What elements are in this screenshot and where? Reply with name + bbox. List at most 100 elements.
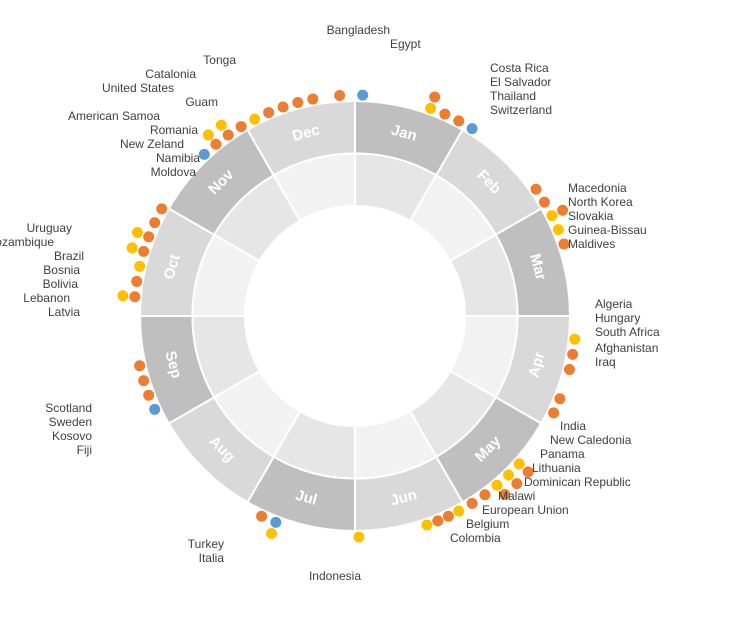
country-label-panama: Panama xyxy=(540,447,585,461)
dot-south-africa xyxy=(564,364,575,375)
dot-el-salvador xyxy=(439,109,450,120)
dot-turkey xyxy=(270,517,281,528)
dot-macedonia xyxy=(531,184,542,195)
country-label-afghanistan: Afghanistan xyxy=(595,341,658,355)
country-label-bosnia: Bosnia xyxy=(43,263,80,277)
dot-turkey xyxy=(266,528,277,539)
country-label-dominican-republic: Dominican Republic xyxy=(524,475,631,489)
country-label-thailand: Thailand xyxy=(490,89,536,103)
dot-bolivia xyxy=(143,231,154,242)
dot-afghanistan xyxy=(554,393,565,404)
dot-new-zeland xyxy=(278,102,289,113)
dot-european-union xyxy=(443,511,454,522)
country-label-tonga: Tonga xyxy=(203,53,236,67)
country-label-scotland: Scotland xyxy=(45,401,92,415)
dot-latvia xyxy=(156,203,167,214)
dot-costa-rica xyxy=(429,92,440,103)
dot-lebanon xyxy=(149,217,160,228)
dot-united-states xyxy=(216,120,227,131)
country-label-bangladesh: Bangladesh xyxy=(327,23,390,37)
country-label-switzerland: Switzerland xyxy=(490,103,552,117)
dot-fiji xyxy=(134,360,145,371)
country-label-macedonia: Macedonia xyxy=(568,181,627,195)
dot-new-caledonia xyxy=(511,478,522,489)
dot-uruguay xyxy=(117,290,128,301)
dot-kosovo xyxy=(138,375,149,386)
country-label-south-africa: South Africa xyxy=(595,325,660,339)
country-label-sweden: Sweden xyxy=(49,415,92,429)
country-label-lebanon: Lebanon xyxy=(23,291,70,305)
dot-italia xyxy=(256,511,267,522)
dot-colombia xyxy=(421,519,432,530)
country-label-uruguay: Uruguay xyxy=(27,221,72,235)
dot-bosnia xyxy=(138,246,149,257)
country-label-united-states: United States xyxy=(102,81,174,95)
country-label-india: India xyxy=(560,419,586,433)
dot-iraq xyxy=(548,407,559,418)
dot-bangladesh xyxy=(334,90,345,101)
dot-scotland xyxy=(149,404,160,415)
country-label-namibia: Namibia xyxy=(156,151,200,165)
dot-costa-rica xyxy=(425,103,436,114)
country-label-algeria: Algeria xyxy=(595,297,633,311)
dot-thailand xyxy=(453,115,464,126)
dot-uruguay xyxy=(129,291,140,302)
country-label-new-zeland: New Zeland xyxy=(120,137,184,151)
country-label-el-salvador: El Salvador xyxy=(490,75,551,89)
dot-dominican-republic xyxy=(467,498,478,509)
dot-united-states xyxy=(223,129,234,140)
dot-new-caledonia xyxy=(503,469,514,480)
dot-catalonia xyxy=(210,139,221,150)
country-label-costa-rica: Costa Rica xyxy=(490,61,549,75)
country-label-hungary: Hungary xyxy=(595,311,640,325)
dot-sweden xyxy=(143,390,154,401)
dot-guam xyxy=(236,121,247,132)
country-label-indonesia: Indonesia xyxy=(309,569,361,583)
dot-lithuania xyxy=(479,489,490,500)
dot-switzerland xyxy=(467,123,478,134)
dot-tonga xyxy=(199,149,210,160)
dot-malawi xyxy=(453,506,464,517)
dot-bosnia xyxy=(127,242,138,253)
country-label-guam: Guam xyxy=(185,95,218,109)
country-label-mozambique: Mozambique xyxy=(0,235,54,249)
dot-belgium xyxy=(432,515,443,526)
country-label-american-samoa: American Samoa xyxy=(68,109,160,123)
dot-catalonia xyxy=(203,129,214,140)
country-label-iraq: Iraq xyxy=(595,355,616,369)
country-label-egypt: Egypt xyxy=(390,37,421,51)
dot-north-korea xyxy=(539,197,550,208)
country-label-bolivia: Bolivia xyxy=(43,277,79,291)
dot-namibia xyxy=(292,97,303,108)
country-label-lithuania: Lithuania xyxy=(532,461,581,475)
country-label-malawi: Malawi xyxy=(498,489,535,503)
country-label-new-caledonia: New Caledonia xyxy=(550,433,632,447)
country-label-european-union: European Union xyxy=(482,503,569,517)
country-label-catalonia: Catalonia xyxy=(145,67,196,81)
dot-romania xyxy=(263,107,274,118)
country-label-moldova: Moldova xyxy=(151,165,197,179)
dot-hungary xyxy=(567,349,578,360)
dot-brazil xyxy=(134,261,145,272)
country-label-latvia: Latvia xyxy=(48,305,80,319)
dot-guinea-bissau xyxy=(553,224,564,235)
country-label-belgium: Belgium xyxy=(466,517,509,531)
dot-algeria xyxy=(569,334,580,345)
country-label-fiji: Fiji xyxy=(77,443,92,457)
country-label-colombia: Colombia xyxy=(450,531,501,545)
dot-indonesia xyxy=(353,531,364,542)
country-label-guinea-bissau: Guinea-Bissau xyxy=(568,223,647,237)
circular-calendar-chart: JanFebMarAprMayJunJulAugSepOctNovDecBang… xyxy=(0,0,738,632)
dot-egypt xyxy=(357,90,368,101)
dot-bolivia xyxy=(132,227,143,238)
country-label-kosovo: Kosovo xyxy=(52,429,92,443)
dot-mozambique xyxy=(131,276,142,287)
dot-slovakia xyxy=(546,210,557,221)
dot-india xyxy=(514,458,525,469)
country-label-maldives: Maldives xyxy=(568,237,615,251)
country-label-north-korea: North Korea xyxy=(568,195,633,209)
dot-american-samoa xyxy=(249,114,260,125)
country-label-italia: Italia xyxy=(199,551,225,565)
dot-slovakia xyxy=(557,205,568,216)
country-label-brazil: Brazil xyxy=(54,249,84,263)
